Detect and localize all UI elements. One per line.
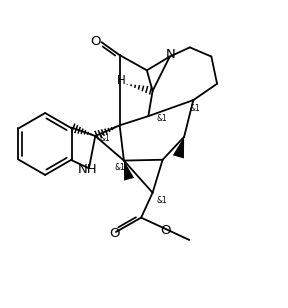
Text: O: O <box>160 224 171 237</box>
Text: O: O <box>90 35 101 48</box>
Polygon shape <box>124 160 134 180</box>
Polygon shape <box>173 137 184 158</box>
Text: O: O <box>109 227 120 240</box>
Text: H: H <box>117 74 126 87</box>
Text: &1: &1 <box>100 134 110 143</box>
Text: &1: &1 <box>115 163 126 172</box>
Text: &1: &1 <box>156 196 167 205</box>
Text: &1: &1 <box>190 104 201 113</box>
Text: N: N <box>166 48 175 61</box>
Text: NH: NH <box>77 163 97 176</box>
Text: &1: &1 <box>157 114 168 123</box>
